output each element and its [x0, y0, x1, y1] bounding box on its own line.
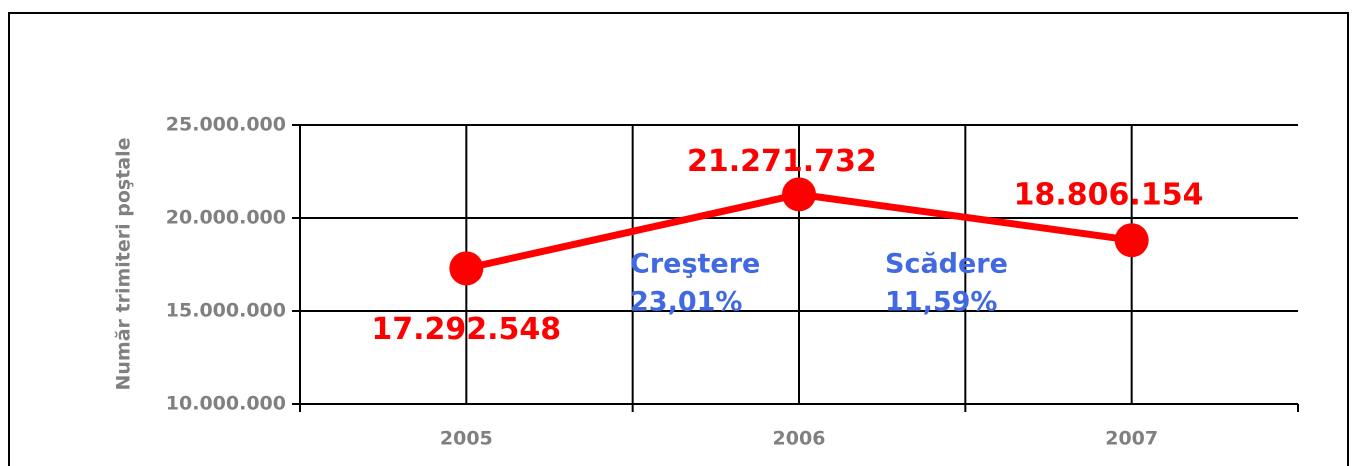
- y-tick-label: 10.000.000: [166, 393, 286, 415]
- data-label: 21.271.732: [687, 144, 877, 179]
- marker: [1114, 223, 1149, 258]
- annotation: Creştere: [630, 249, 760, 280]
- x-tick-label: 2007: [1105, 428, 1158, 450]
- marker: [782, 177, 816, 212]
- annotation: Scădere: [885, 249, 1008, 280]
- y-tick-label: 15.000.000: [166, 300, 286, 322]
- chart-frame: [8, 12, 1349, 466]
- x-tick-label: 2005: [440, 428, 493, 450]
- data-label: 18.806.154: [1014, 178, 1204, 213]
- y-axis-title: Număr trimiteri poştale: [113, 137, 135, 390]
- data-label: 17.292.548: [371, 312, 561, 347]
- x-tick-label: 2006: [773, 428, 826, 450]
- y-tick-label: 25.000.000: [166, 114, 286, 136]
- annotation: 11,59%: [885, 287, 997, 318]
- y-tick-label: 20.000.000: [166, 207, 286, 229]
- annotation: 23,01%: [630, 287, 742, 318]
- marker: [449, 251, 484, 286]
